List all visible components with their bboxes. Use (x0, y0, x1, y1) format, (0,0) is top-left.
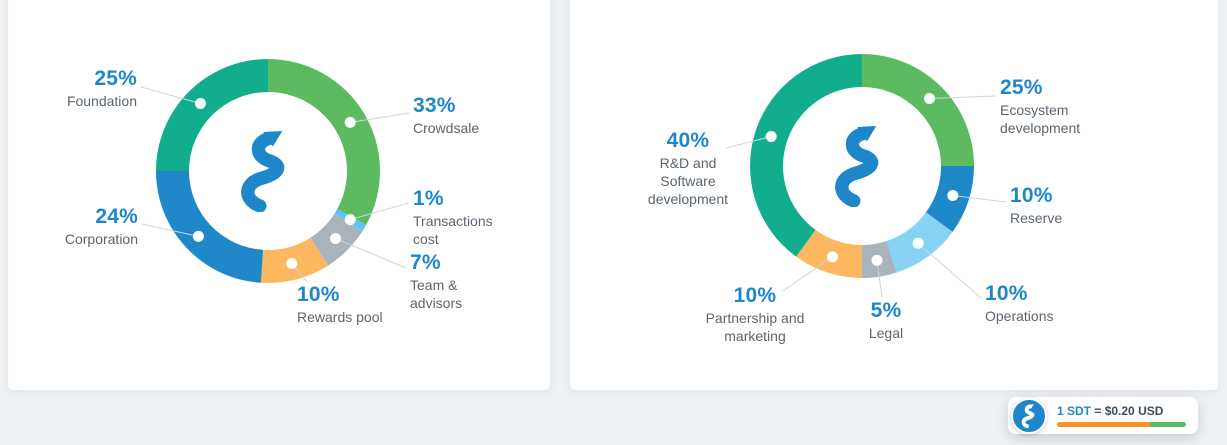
segment-corporation (156, 171, 264, 283)
segment-name-line: marketing (724, 327, 786, 344)
leader-line-transactions-cost (350, 202, 410, 221)
leader-line-partnership-marketing (782, 256, 833, 292)
segment-pct: 24% (95, 205, 138, 228)
segment-name: Partnership and marketing (675, 310, 835, 346)
segment-label-transactions-cost: 1% Transactions cost (413, 187, 493, 249)
segment-crowdsale (268, 59, 380, 225)
segment-name: Legal (806, 325, 966, 343)
segment-name: Crowdsale (413, 120, 479, 138)
segment-name: Corporation (65, 231, 138, 249)
segment-dot-foundation (194, 97, 206, 109)
segment-name-line: R&D and (659, 155, 717, 172)
segment-dot-transactions-cost (344, 214, 356, 226)
segment-dot-ecosystem-development (924, 92, 936, 104)
segment-name-line: Foundation (66, 93, 137, 110)
leader-line-operations (917, 242, 982, 299)
segment-pct: 10% (985, 282, 1028, 305)
segment-dot-rewards-pool (286, 257, 298, 269)
segment-pct: 40% (666, 129, 710, 152)
segment-dot-crowdsale (344, 116, 356, 128)
segment-name: Foundation (67, 93, 137, 111)
segment-name-line: development (1000, 119, 1081, 136)
leader-line-rnd-software (725, 136, 772, 149)
leader-line-team-advisors (335, 238, 407, 269)
segment-name-line: Software (660, 172, 716, 189)
segment-foundation (156, 59, 268, 171)
funds-allocation-donut-chart: 25% Ecosystem development 10% Reserve 10% Oper… (570, 0, 1218, 390)
segment-dot-operations (912, 237, 924, 249)
price-body: 1 SDT = $0.20 USD (1047, 404, 1198, 427)
segment-name-line: Ecosystem (1000, 102, 1069, 119)
donut-svg-1 (725, 54, 1007, 299)
leader-line-crowdsale (350, 112, 410, 123)
price-bar-segment-orange (1057, 421, 1150, 427)
price-text: 1 SDT = $0.20 USD (1057, 404, 1186, 418)
sdt-logo-icon (1011, 397, 1047, 434)
segment-label-rnd-software: 40% R&D and Software development (608, 129, 768, 209)
segment-dot-legal (871, 254, 883, 266)
funds-allocation-card: 25% Ecosystem development 10% Reserve 10% Oper… (570, 0, 1218, 390)
segment-label-partnership-marketing: 10% Partnership and marketing (675, 284, 835, 346)
segment-pct: 33% (413, 94, 456, 117)
segment-label-reserve: 10% Reserve (1010, 184, 1062, 228)
segment-name: Rewards pool (297, 309, 383, 327)
segment-label-rewards-pool: 10% Rewards pool (297, 283, 383, 327)
segment-name-line: development (647, 190, 729, 207)
token-allocation-donut-chart: 33% Crowdsale 1% Transactions cost 7% Team & ad… (8, 0, 550, 390)
token-allocation-card: 33% Crowdsale 1% Transactions cost 7% Team & ad… (8, 0, 550, 390)
segment-dot-corporation (192, 230, 204, 242)
segment-name-line: Legal (868, 325, 904, 342)
price-bar-segment-green (1149, 421, 1186, 427)
segment-label-operations: 10% Operations (985, 282, 1053, 326)
segment-pct: 25% (94, 67, 137, 90)
donut-svg-0 (140, 59, 410, 283)
segment-pct: 7% (410, 251, 441, 274)
segment-pct: 1% (413, 187, 444, 210)
segment-label-team-advisors: 7% Team & advisors (410, 251, 462, 313)
segment-name-line: Operations (985, 308, 1054, 325)
segment-name-line: advisors (410, 294, 463, 311)
segment-label-legal: 5% Legal (806, 299, 966, 343)
segment-pct: 5% (870, 299, 902, 322)
segment-label-corporation: 24% Corporation (65, 205, 138, 249)
segment-pct: 25% (1000, 76, 1043, 99)
segment-name-line: Corporation (64, 231, 138, 248)
segment-name: Team & advisors (410, 277, 462, 313)
segment-name: Transactions cost (413, 213, 493, 249)
segment-pct: 10% (733, 284, 777, 307)
segment-name-line: Partnership and (705, 310, 805, 327)
leader-line-corporation (141, 223, 199, 237)
segment-dot-partnership-marketing (826, 251, 838, 263)
segment-name-line: Transactions (413, 213, 493, 230)
segment-dot-reserve (947, 190, 959, 202)
segment-name-line: Crowdsale (413, 120, 480, 137)
leader-line-ecosystem-development (929, 95, 997, 99)
segment-name-line: cost (413, 230, 439, 247)
segment-name-line: Team & (410, 277, 458, 294)
segment-pct: 10% (297, 283, 340, 306)
leader-line-foundation (140, 86, 201, 104)
price-progress-bar (1057, 421, 1186, 427)
price-widget[interactable]: 1 SDT = $0.20 USD (1008, 397, 1198, 434)
segment-name-line: Rewards pool (297, 309, 383, 326)
segment-pct: 10% (1010, 184, 1053, 207)
segment-ecosystem-development (862, 54, 974, 166)
price-pair: 1 SDT (1057, 404, 1092, 419)
segment-label-foundation: 25% Foundation (67, 67, 137, 111)
price-value: = $0.20 USD (1094, 404, 1164, 419)
segment-name: Operations (985, 308, 1053, 326)
segment-rnd-software (750, 54, 862, 257)
leader-line-reserve (952, 195, 1007, 203)
segment-label-ecosystem-development: 25% Ecosystem development (1000, 76, 1080, 138)
segment-name: R&D and Software development (608, 155, 768, 209)
segment-name: Reserve (1010, 210, 1062, 228)
segment-name: Ecosystem development (1000, 102, 1080, 138)
leader-line-legal (876, 260, 883, 298)
segment-label-crowdsale: 33% Crowdsale (413, 94, 479, 138)
s-arrow-logo-icon (1021, 403, 1034, 428)
segment-name-line: Reserve (1010, 210, 1063, 227)
segment-dot-rnd-software (765, 130, 777, 142)
segment-dot-team-advisors (330, 233, 342, 245)
